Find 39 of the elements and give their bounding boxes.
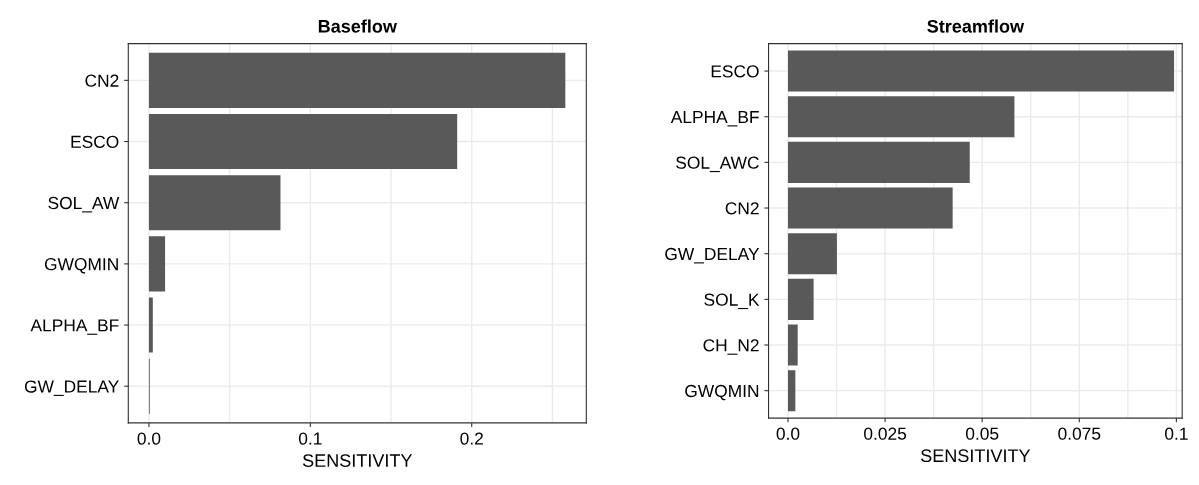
x-axis-title: SENSITIVITY [302, 454, 413, 467]
y-tick-label: ESCO [711, 65, 759, 78]
bar [787, 187, 953, 229]
bar [148, 236, 166, 292]
x-tick-label: 0.0 [776, 427, 800, 440]
y-tick-label: GWQMIN [44, 258, 118, 274]
y-tick-label: SOL_AW [48, 196, 120, 213]
x-tick-label: 0.0 [137, 432, 161, 445]
y-tick-label: GWQMIN [685, 384, 759, 401]
x-tick-label: 0.1 [1165, 427, 1188, 440]
chart-title: Streamflow [927, 19, 1025, 33]
bar [148, 52, 566, 108]
y-tick-label: ALPHA_BF [670, 111, 759, 127]
bar [787, 370, 796, 412]
x-tick-label: 0.075 [1058, 427, 1101, 440]
bar [787, 233, 837, 275]
bar [148, 297, 153, 353]
y-tick-label: GW_DELAY [665, 247, 760, 264]
x-tick-label: 0.05 [965, 427, 999, 440]
chart-title: Baseflow [318, 19, 397, 33]
x-tick-label: 0.2 [460, 432, 483, 445]
bar [148, 114, 458, 170]
y-tick-label: ALPHA_BF [30, 319, 119, 335]
y-tick-label: GW_DELAY [24, 380, 119, 396]
bar [787, 96, 1015, 138]
bar [148, 175, 281, 231]
y-tick-label: CN2 [725, 202, 759, 215]
x-axis-title: SENSITIVITY [921, 449, 1031, 463]
bar [787, 141, 970, 183]
x-tick-label: 0.1 [298, 432, 322, 445]
bar [787, 278, 814, 320]
y-tick-label: SOL_K [704, 293, 760, 310]
y-tick-label: CH_N2 [703, 339, 759, 355]
y-tick-label: CN2 [85, 74, 119, 87]
y-tick-label: SOL_AWC [676, 156, 759, 173]
x-tick-label: 0.025 [864, 427, 907, 440]
bar [787, 50, 1175, 92]
y-tick-label: ESCO [71, 135, 119, 148]
bar [787, 324, 798, 366]
